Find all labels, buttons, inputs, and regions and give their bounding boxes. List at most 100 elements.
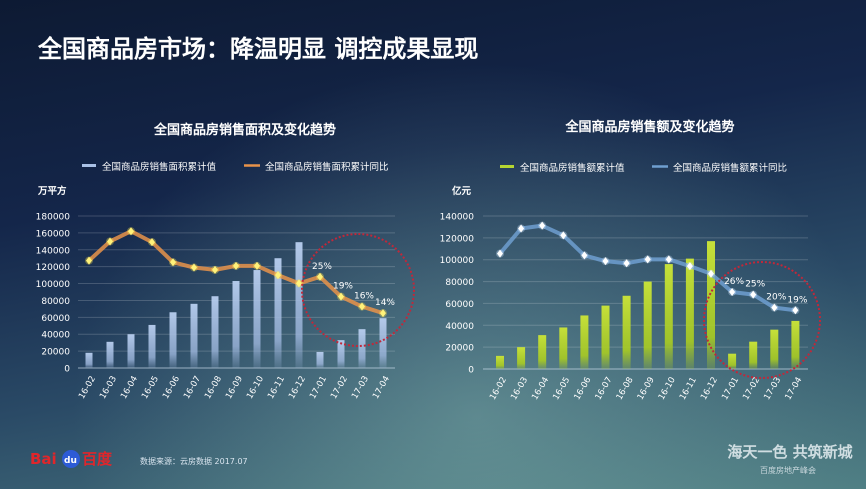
x-tick-label: 17-04: [371, 375, 392, 401]
x-tick-label: 17-02: [329, 375, 350, 401]
bar: [559, 327, 568, 369]
data-point: [665, 255, 672, 264]
bar: [601, 305, 610, 369]
data-point: [296, 279, 302, 288]
svg-text:Bai: Bai: [30, 450, 57, 468]
x-tick-label: 16-09: [224, 375, 245, 401]
bar: [274, 258, 282, 368]
bar: [791, 320, 800, 369]
data-point: [560, 231, 567, 240]
x-tick-label: 16-12: [699, 376, 720, 402]
sales-area-chart: 全国商品房销售面积及变化趋势 全国商品房销售面积累计值 全国商品房销售面积累计同…: [36, 122, 415, 401]
data-point: [518, 224, 525, 233]
x-tick-label: 16-07: [594, 376, 615, 402]
y-tick-label: 140000: [36, 246, 71, 256]
bar: [517, 347, 526, 369]
data-label: 20%: [766, 293, 786, 303]
data-point: [539, 221, 546, 230]
data-point: [254, 261, 260, 270]
y-tick-label: 100000: [36, 280, 71, 290]
y-tick-label: 40000: [445, 322, 474, 332]
y-tick-label: 80000: [41, 297, 70, 307]
bar: [685, 258, 694, 369]
data-point: [729, 287, 736, 296]
data-point: [212, 265, 218, 274]
y-tick-label: 80000: [445, 278, 474, 288]
x-tick-label: 16-02: [488, 376, 509, 402]
highlight-circle: [703, 261, 821, 379]
x-tick-label: 16-03: [509, 376, 530, 402]
data-label: 16%: [354, 292, 374, 302]
bar: [538, 335, 547, 369]
bar: [622, 295, 631, 369]
data-point: [107, 237, 113, 246]
data-point: [338, 292, 344, 301]
data-point: [497, 249, 503, 258]
x-tick-label: 16-12: [287, 375, 308, 401]
data-point: [644, 255, 651, 264]
bar: [770, 329, 779, 369]
legend-bar-label: 全国商品房销售面积累计值: [102, 161, 217, 173]
footer: Bai du 百度 数据来源：云房数据 2017.07 海天一色 共筑新城 百度…: [30, 443, 853, 475]
x-tick-label: 17-03: [350, 375, 371, 401]
data-source: 数据来源：云房数据 2017.07: [140, 456, 248, 466]
y-tick-label: 120000: [440, 234, 475, 244]
x-tick-label: 16-09: [636, 376, 657, 402]
data-point: [581, 251, 588, 260]
x-tick-label: 16-11: [678, 376, 699, 402]
data-point: [359, 302, 365, 311]
x-tick-label: 17-01: [720, 376, 741, 402]
legend-bar-swatch: [82, 164, 96, 167]
chart-title: 全国商品房销售面积及变化趋势: [153, 122, 336, 138]
bar: [211, 296, 219, 368]
y-tick-label: 20000: [41, 348, 70, 358]
chart-title: 全国商品房销售额及变化趋势: [564, 119, 734, 135]
x-tick-label: 16-10: [245, 375, 266, 401]
x-tick-label: 16-03: [98, 375, 119, 401]
data-point: [86, 256, 92, 265]
data-label: 14%: [375, 298, 395, 308]
y-tick-label: 180000: [36, 213, 71, 223]
data-label: 26%: [724, 277, 744, 287]
slogan: 海天一色 共筑新城: [727, 443, 852, 461]
y-tick-label: 20000: [445, 344, 474, 354]
bar: [580, 315, 589, 369]
x-tick-label: 16-02: [77, 375, 98, 401]
bar: [749, 341, 758, 369]
y-tick-label: 160000: [36, 229, 71, 239]
x-tick-label: 16-06: [161, 375, 182, 401]
bar: [643, 281, 652, 369]
baidu-logo: Bai du 百度: [30, 450, 113, 468]
bar: [337, 340, 345, 368]
x-tick-label: 17-01: [308, 375, 329, 401]
bar: [379, 318, 387, 368]
x-tick-label: 16-07: [182, 375, 203, 401]
bar: [728, 353, 737, 369]
bar: [148, 324, 156, 368]
highlight-circle: [301, 233, 415, 347]
x-tick-label: 17-02: [741, 376, 762, 402]
bar: [232, 281, 240, 368]
data-point: [275, 271, 281, 280]
bar: [253, 270, 261, 368]
data-point: [128, 227, 134, 236]
data-point: [686, 262, 693, 271]
data-label: 19%: [333, 282, 353, 292]
bar: [358, 329, 366, 368]
x-tick-label: 16-05: [551, 376, 572, 402]
data-point: [317, 272, 323, 281]
data-point: [792, 306, 799, 315]
data-point: [233, 261, 239, 270]
y-tick-label: 60000: [41, 314, 70, 324]
y-tick-label: 100000: [440, 256, 475, 266]
x-tick-label: 16-04: [530, 376, 551, 402]
bar: [707, 241, 715, 369]
y-tick-label: 0: [64, 365, 70, 375]
x-tick-label: 16-04: [119, 375, 140, 401]
x-tick-label: 16-08: [615, 376, 636, 402]
bar: [106, 341, 114, 368]
data-point: [602, 257, 609, 266]
